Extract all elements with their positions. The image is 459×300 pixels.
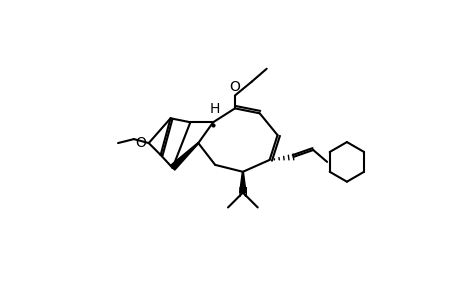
Polygon shape bbox=[170, 143, 198, 170]
Text: N: N bbox=[237, 186, 247, 200]
Text: O: O bbox=[229, 80, 240, 94]
Text: H: H bbox=[209, 102, 220, 116]
Polygon shape bbox=[239, 172, 246, 193]
Text: O: O bbox=[134, 136, 146, 150]
